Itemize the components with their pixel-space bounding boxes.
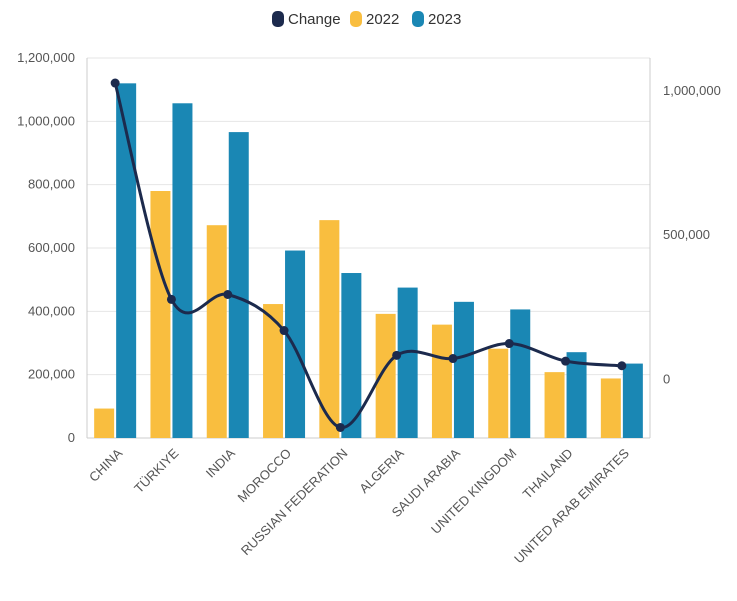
bar-2023 <box>341 273 362 438</box>
bar-2023 <box>566 352 587 438</box>
category-label: THAILAND <box>520 446 576 502</box>
category-label: MOROCCO <box>235 446 295 506</box>
legend-swatch-2023 <box>412 11 424 27</box>
bars <box>94 83 643 439</box>
left-tick-label: 1,000,000 <box>17 113 75 128</box>
left-tick-label: 0 <box>68 430 75 445</box>
grid <box>87 57 650 376</box>
change-point <box>561 356 571 366</box>
legend-swatch-2022 <box>350 11 362 27</box>
bar-2022 <box>150 191 171 438</box>
bar-2022 <box>319 220 340 438</box>
bar-2023 <box>510 309 531 438</box>
category-label: CHINA <box>86 445 125 484</box>
legend-label-2022: 2022 <box>366 11 399 28</box>
left-tick-label: 800,000 <box>28 177 75 192</box>
change-point <box>448 354 458 364</box>
category-label: UNITED ARAB EMIRATES <box>511 445 632 566</box>
bar-2023 <box>228 132 249 438</box>
change-point <box>223 290 233 299</box>
change-point <box>504 339 514 349</box>
right-tick-label: 0 <box>663 371 670 386</box>
bar-2022 <box>544 372 565 438</box>
left-tick-label: 400,000 <box>28 303 75 318</box>
category-label: TÜRKIYE <box>131 445 182 496</box>
change-point <box>279 326 289 336</box>
change-point <box>110 78 120 88</box>
category-label: RUSSIAN FEDERATION <box>238 446 351 559</box>
bar-2023 <box>453 301 474 438</box>
right-tick-label: 1,000,000 <box>663 83 721 98</box>
bar-2022 <box>431 324 452 438</box>
change-line <box>110 78 627 432</box>
bar-2023 <box>285 250 306 438</box>
right-tick-label: 500,000 <box>663 227 710 242</box>
bar-2022 <box>375 313 396 438</box>
change-point <box>617 361 627 371</box>
bar-2023 <box>622 363 643 438</box>
left-tick-label: 200,000 <box>28 367 75 382</box>
bar-2023 <box>172 103 193 439</box>
left-tick-label: 600,000 <box>28 240 75 255</box>
bar-2022 <box>94 408 115 438</box>
change-point <box>392 350 402 360</box>
legend-label-change: Change <box>288 11 341 28</box>
legend-swatch-change <box>272 11 284 27</box>
bar-2022 <box>600 378 621 438</box>
left-tick-label: 1,200,000 <box>17 50 75 65</box>
bar-2022 <box>263 304 284 438</box>
category-label: INDIA <box>203 445 238 480</box>
right-axis: 0 500,000 1,000,000 <box>663 83 721 386</box>
bar-2022 <box>488 348 509 438</box>
legend: Change 2022 2023 <box>272 11 461 28</box>
change-point <box>166 294 176 304</box>
bar-2023 <box>116 83 137 438</box>
category-label: ALGERIA <box>356 445 407 496</box>
change-point <box>335 422 345 432</box>
left-axis: 0 200,000 400,000 600,000 800,000 1,000,000 1,… <box>17 50 651 445</box>
bar-2022 <box>206 225 227 438</box>
bar-2023 <box>397 287 418 438</box>
legend-label-2023: 2023 <box>428 11 461 28</box>
